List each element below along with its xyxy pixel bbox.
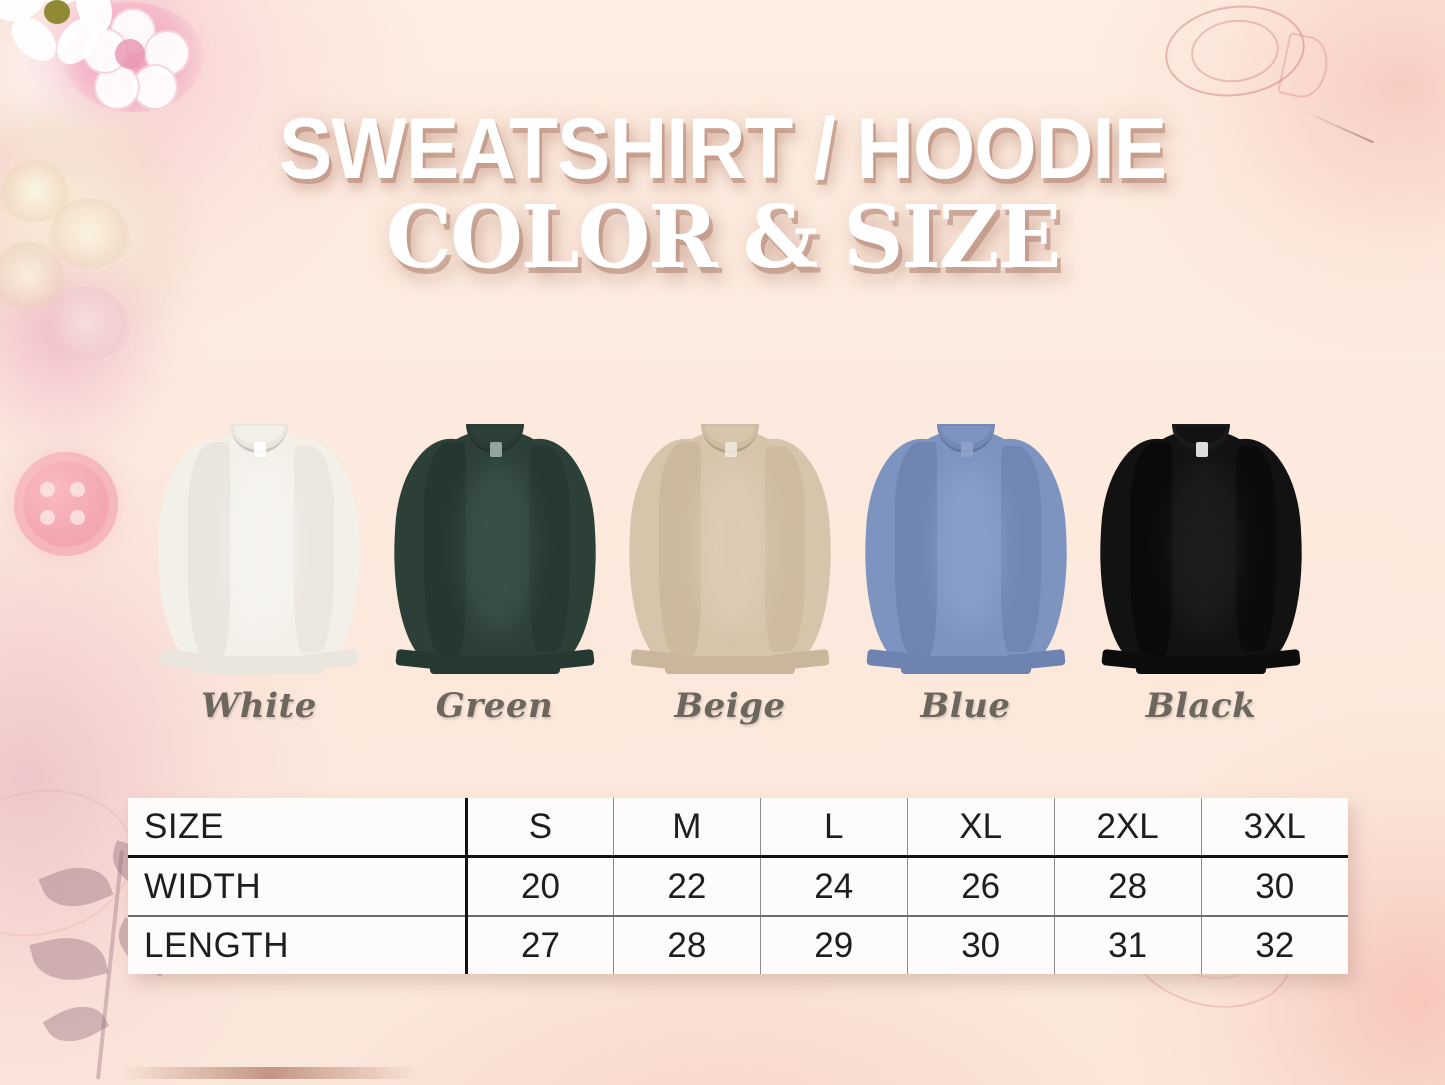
- width-cell-l: 24: [759, 856, 908, 917]
- cherry-blossom-icon: [64, 2, 204, 112]
- product-label-black: Black: [1145, 686, 1257, 726]
- product-label-white: White: [201, 686, 317, 726]
- table-row-size: SIZE S M L XL 2XL 3XL: [128, 798, 1348, 858]
- sweatshirt-illustration-black: [1094, 412, 1308, 674]
- header-cell-2xl: 2XL: [1053, 798, 1202, 858]
- swirl-lineart-bottom-left: [0, 772, 147, 954]
- header-cell-s: S: [465, 798, 614, 858]
- product-label-green: Green: [435, 686, 554, 726]
- product-color-row: White Green: [150, 412, 1310, 732]
- size-table: SIZE S M L XL 2XL 3XL WIDTH 20 22 24 26 …: [128, 798, 1348, 974]
- sweatshirt-illustration-white: [152, 412, 366, 674]
- width-cell-s: 20: [465, 856, 614, 917]
- length-cell-m: 28: [612, 916, 761, 974]
- table-row-width: WIDTH 20 22 24 26 28 30: [128, 856, 1348, 917]
- product-card-beige[interactable]: Beige: [621, 412, 839, 726]
- width-cell-2xl: 28: [1053, 856, 1202, 917]
- bottom-accent-bar: [120, 1067, 420, 1079]
- page-title: SWEATSHIRT / HOODIE COLOR & SIZE: [0, 101, 1445, 288]
- table-row-length: LENGTH 27 28 29 30 31 32: [128, 916, 1348, 974]
- product-label-blue: Blue: [920, 686, 1011, 726]
- sweatshirt-illustration-green: [387, 412, 602, 674]
- row-label-length: LENGTH: [128, 916, 467, 974]
- header-cell-xl: XL: [906, 798, 1055, 858]
- pink-button-icon: [14, 452, 118, 556]
- row-label-size: SIZE: [128, 798, 467, 858]
- header-cell-3xl: 3XL: [1200, 798, 1348, 858]
- title-line-2: COLOR & SIZE: [385, 186, 1062, 288]
- width-cell-xl: 26: [906, 856, 1055, 917]
- product-card-green[interactable]: Green: [386, 412, 604, 726]
- sweatshirt-illustration-beige: [623, 412, 837, 674]
- product-label-beige: Beige: [674, 686, 786, 726]
- width-cell-3xl: 30: [1200, 856, 1348, 917]
- header-cell-l: L: [759, 798, 908, 858]
- daisy-flower-icon: [0, 0, 134, 86]
- header-cell-m: M: [612, 798, 761, 858]
- length-cell-s: 27: [465, 916, 614, 974]
- row-label-width: WIDTH: [128, 856, 467, 917]
- product-card-blue[interactable]: Blue: [857, 412, 1075, 726]
- length-cell-2xl: 31: [1053, 916, 1202, 974]
- product-card-white[interactable]: White: [150, 412, 368, 726]
- title-line-1: SWEATSHIRT / HOODIE: [278, 101, 1167, 197]
- length-cell-xl: 30: [906, 916, 1055, 974]
- sweatshirt-illustration-blue: [858, 412, 1073, 674]
- length-cell-l: 29: [759, 916, 908, 974]
- length-cell-3xl: 32: [1200, 916, 1348, 974]
- product-card-black[interactable]: Black: [1092, 412, 1310, 726]
- size-table-grid: SIZE S M L XL 2XL 3XL WIDTH 20 22 24 26 …: [128, 798, 1348, 974]
- width-cell-m: 22: [612, 856, 761, 917]
